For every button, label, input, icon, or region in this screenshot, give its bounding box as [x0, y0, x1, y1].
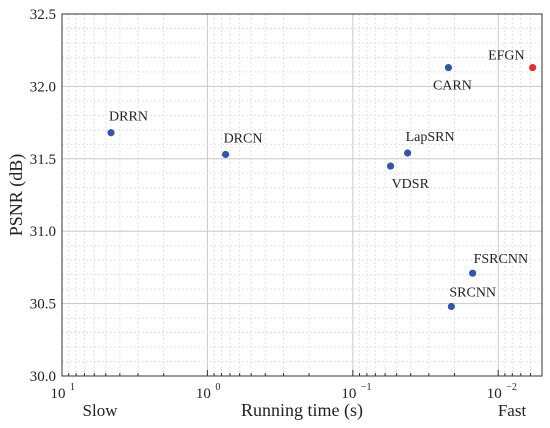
slow-label: Slow [83, 401, 119, 420]
y-axis-label: PSNR (dB) [6, 154, 27, 237]
y-tick-label: 30.0 [30, 369, 56, 385]
x-axis-label: Running time (s) [241, 400, 363, 421]
svg-text:10: 10 [196, 386, 211, 402]
x-tick-label: 10 −1 [341, 382, 371, 402]
svg-text:10: 10 [487, 386, 502, 402]
svg-text:1: 1 [70, 382, 75, 393]
data-points: DRRN DRCN LapSRN VDSR CARN EFGN FSRCNN SRCNN [107, 49, 537, 311]
y-axis-ticks: 30.0 30.5 31.0 31.5 32.0 32.5 [30, 7, 56, 385]
svg-text:10: 10 [341, 386, 356, 402]
svg-text:−1: −1 [361, 382, 372, 393]
data-point-vdsr [386, 162, 395, 170]
y-tick-label: 32.0 [30, 79, 56, 95]
point-label-drrn: DRRN [109, 110, 148, 125]
plot-area-frame [61, 13, 543, 377]
point-label-carn: CARN [433, 79, 472, 94]
y-tick-label: 31.5 [30, 152, 56, 168]
point-label-vdsr: VDSR [392, 177, 430, 192]
y-tick-label: 32.5 [30, 7, 56, 23]
grid [61, 13, 543, 377]
data-point-carn [444, 63, 453, 72]
x-tick-label: 10 0 [196, 382, 221, 402]
x-axis-ticks: 10 1 10 0 10 −1 10 −2 [51, 382, 517, 402]
x-tick-label: 10 1 [51, 382, 76, 402]
data-point-efgn [529, 63, 537, 72]
svg-text:10: 10 [51, 386, 66, 402]
data-point-drrn [107, 129, 115, 137]
y-tick-label: 31.0 [30, 224, 56, 240]
x-tick-label: 10 −2 [487, 382, 517, 402]
data-point-lapsrn [404, 149, 412, 157]
data-point-srcnn [447, 302, 455, 311]
svg-text:0: 0 [215, 382, 220, 393]
data-point-drcn [221, 150, 230, 159]
point-label-efgn: EFGN [488, 49, 525, 64]
point-label-srcnn: SRCNN [449, 285, 496, 300]
point-label-fsrcnn: FSRCNN [474, 252, 528, 267]
point-label-drcn: DRCN [224, 131, 263, 146]
svg-text:−2: −2 [506, 382, 517, 393]
data-point-fsrcnn [469, 269, 477, 277]
point-label-lapsrn: LapSRN [406, 130, 455, 145]
fast-label: Fast [498, 401, 527, 420]
y-tick-label: 30.5 [30, 297, 56, 313]
